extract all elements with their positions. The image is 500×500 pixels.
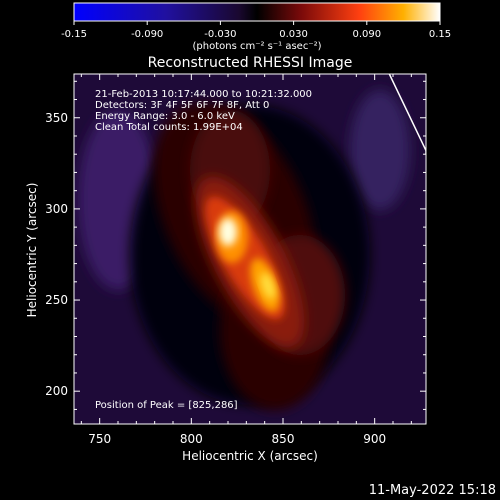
y-tick-label: 200 [45, 384, 68, 398]
x-axis-label: Heliocentric X (arcsec) [182, 449, 318, 463]
x-axis-ticks: 750 800 850 900 [80, 74, 412, 446]
y-tick-label: 350 [45, 111, 68, 125]
colorbar-tick-label: 0.090 [352, 29, 381, 40]
annotation-line: Clean Total counts: 1.99E+04 [95, 122, 243, 133]
x-tick-label: 850 [272, 432, 295, 446]
y-tick-label: 300 [45, 202, 68, 216]
colorbar-tick-label: 0.15 [429, 29, 451, 40]
limb-line [388, 74, 426, 155]
chart-title: Reconstructed RHESSI Image [148, 55, 353, 71]
annotation-line: Detectors: 3F 4F 5F 6F 7F 8F, Att 0 [95, 100, 269, 111]
colorbar-tick-label: -0.090 [131, 29, 163, 40]
footer-timestamp: 11-May-2022 15:18 [369, 483, 496, 498]
annotations: 21-Feb-2013 10:17:44.000 to 10:21:32.000… [95, 89, 312, 133]
peak-position-label: Position of Peak = [825,286] [95, 400, 238, 411]
colorbar-tick-label: -0.15 [61, 29, 87, 40]
y-axis-ticks: 200 250 300 350 [45, 80, 426, 410]
colorbar-tick-label: 0.030 [279, 29, 308, 40]
colorbar-units: (photons cm⁻² s⁻¹ asec⁻²) [192, 41, 321, 52]
plot-frame [73, 73, 427, 425]
colorbar [73, 2, 441, 22]
x-tick-label: 800 [180, 432, 203, 446]
annotation-line: Energy Range: 3.0 - 6.0 keV [95, 111, 235, 122]
x-tick-label: 750 [88, 432, 111, 446]
x-tick-label: 900 [363, 432, 386, 446]
colorbar-tick-label: -0.030 [204, 29, 236, 40]
annotation-line: 21-Feb-2013 10:17:44.000 to 10:21:32.000 [95, 89, 312, 100]
y-axis-label: Heliocentric Y (arcsec) [25, 183, 39, 318]
heatmap-image [74, 74, 426, 424]
y-tick-label: 250 [45, 293, 68, 307]
colorbar-ticks: -0.15 -0.090 -0.030 0.030 0.090 0.15 [61, 21, 451, 40]
